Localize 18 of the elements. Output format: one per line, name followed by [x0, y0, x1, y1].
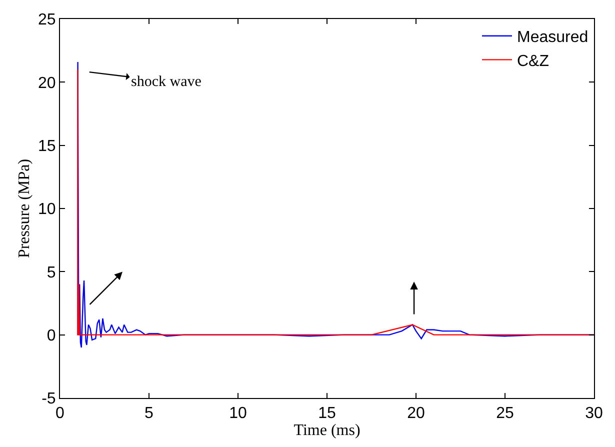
y-tick-label: 20: [38, 74, 56, 92]
legend-label: Measured: [517, 29, 588, 46]
x-tick-label: 30: [585, 405, 603, 422]
y-tick-label: 25: [38, 12, 56, 29]
x-tick-label: 10: [229, 405, 247, 422]
y-tick-label: 5: [46, 264, 56, 282]
y-tick-label: 0: [46, 327, 56, 344]
y-tick-label: 15: [38, 138, 56, 155]
legend-label: C&Z: [517, 52, 550, 70]
x-tick-label: 15: [318, 405, 336, 422]
y-axis-title: Pressure (MPa): [16, 158, 33, 258]
y-tick-label: -5: [42, 390, 56, 408]
x-tick-label: 25: [496, 405, 514, 422]
annotation: shock wave: [131, 74, 202, 90]
y-tick-label: 10: [38, 201, 56, 218]
x-tick-label: 5: [144, 405, 154, 422]
x-tick-label: 20: [407, 405, 425, 422]
x-axis-title: Time (ms): [294, 422, 360, 440]
